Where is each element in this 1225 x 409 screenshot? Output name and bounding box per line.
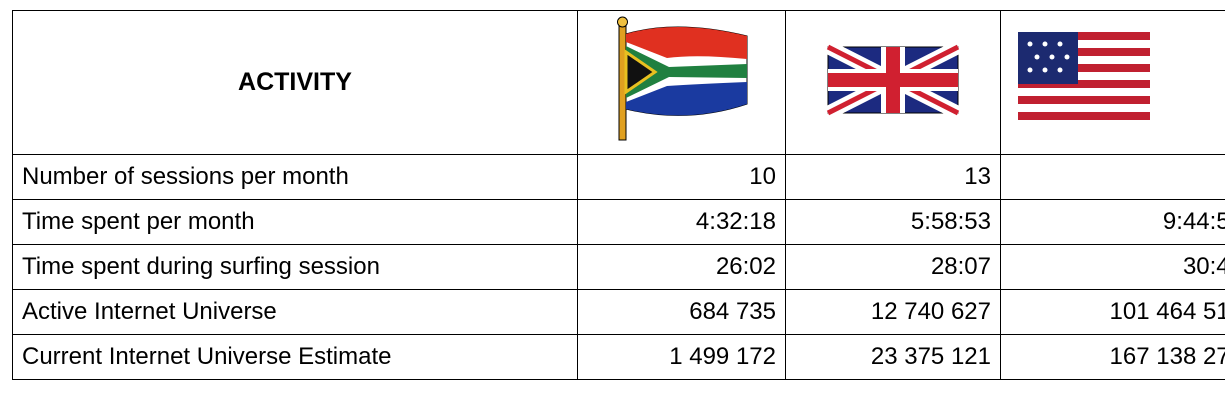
- cell-value: 30:47: [1001, 245, 1225, 290]
- cell-value: 101 464 514: [1001, 290, 1225, 335]
- cell-value: 26:02: [578, 245, 786, 290]
- data-row: Time spent per month4:32:185:58:539:44:5…: [13, 200, 1225, 245]
- row-label: Active Internet Universe: [13, 290, 578, 335]
- stats-table: ACTIVITY: [12, 10, 1225, 380]
- flag-icon: [1010, 22, 1155, 137]
- flag-icon: [607, 14, 757, 144]
- page: {"table": {"title": "ACTIVITY", "rows": …: [0, 0, 1225, 409]
- cell-value: 9: [1001, 155, 1225, 200]
- cell-value: 4:32:18: [578, 200, 786, 245]
- header-row: ACTIVITY: [13, 11, 1225, 155]
- cell-value: 13: [786, 155, 1001, 200]
- cell-value: 28:07: [786, 245, 1001, 290]
- flag-united-states: [1001, 11, 1225, 155]
- cell-value: 9:44:52: [1001, 200, 1225, 245]
- cell-value: 23 375 121: [786, 335, 1001, 380]
- cell-value: 5:58:53: [786, 200, 1001, 245]
- cell-value: 684 735: [578, 290, 786, 335]
- row-label: Time spent per month: [13, 200, 578, 245]
- row-label: Number of sessions per month: [13, 155, 578, 200]
- cell-value: 1 499 172: [578, 335, 786, 380]
- cell-value: 167 138 270: [1001, 335, 1225, 380]
- cell-value: 12 740 627: [786, 290, 1001, 335]
- flag-icon: [823, 39, 963, 119]
- cell-value: 10: [578, 155, 786, 200]
- data-row: Number of sessions per month10139: [13, 155, 1225, 200]
- row-label: Time spent during surfing session: [13, 245, 578, 290]
- row-label: Current Internet Universe Estimate: [13, 335, 578, 380]
- header-title: ACTIVITY: [13, 11, 578, 155]
- flag-south-africa: [578, 11, 786, 155]
- flag-united-kingdom: [786, 11, 1001, 155]
